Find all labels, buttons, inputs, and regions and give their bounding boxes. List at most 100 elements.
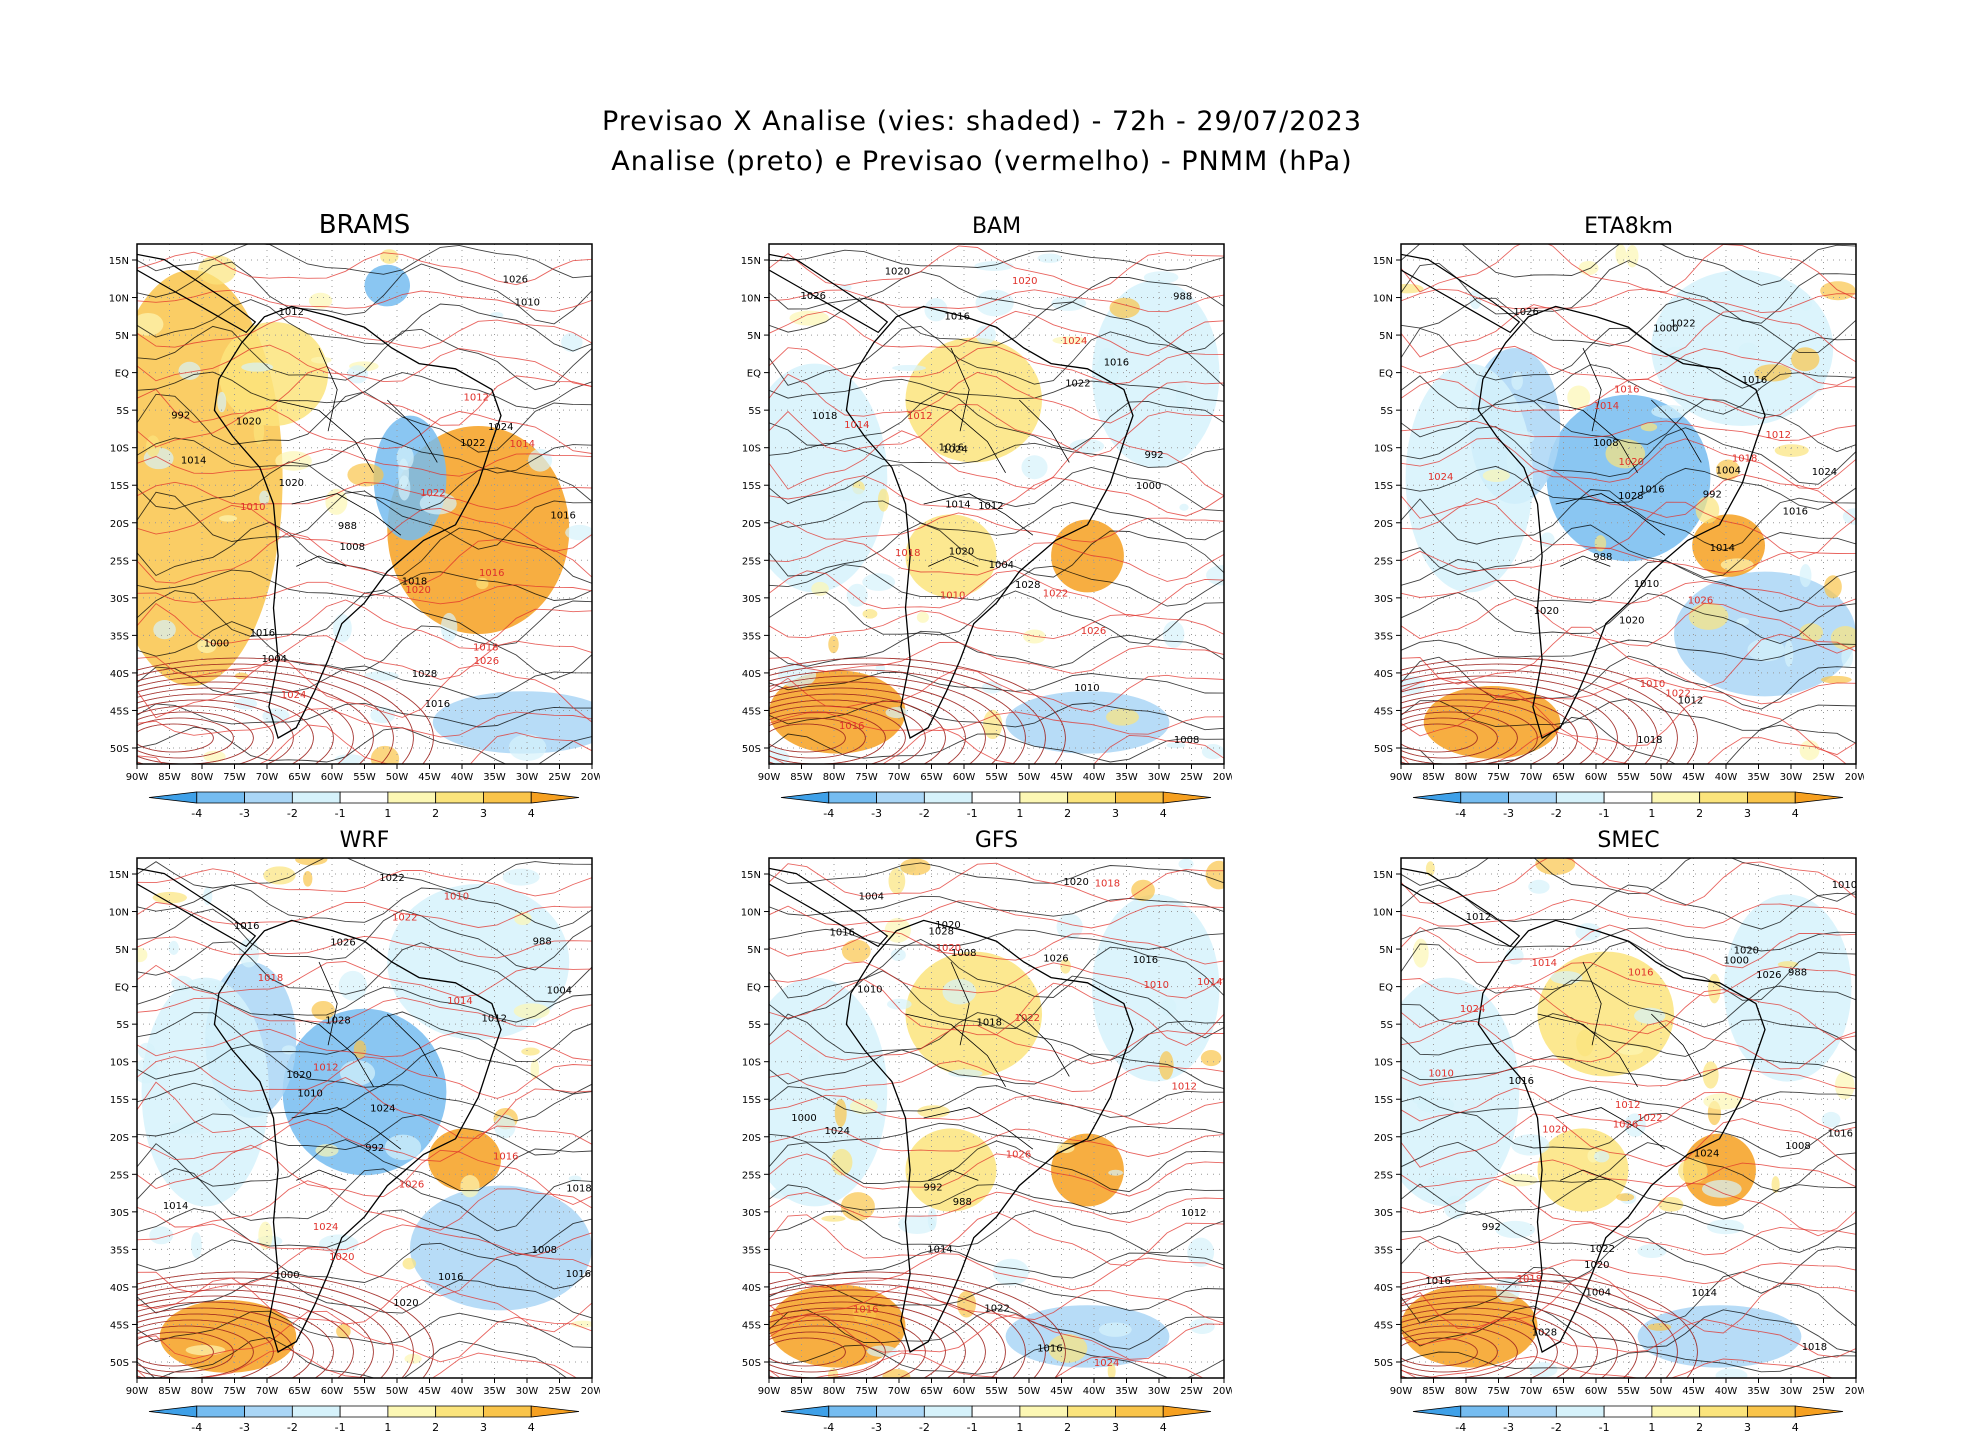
country-border: [1582, 347, 1602, 432]
southern-isobar: [769, 1325, 886, 1378]
colorbar-swatch: [1603, 791, 1653, 804]
bias-patch: [811, 581, 829, 596]
longitude-label: 85W: [1422, 772, 1445, 783]
analysis-isobar: [1401, 1141, 1856, 1193]
analysis-contour-label: 1008: [340, 542, 365, 553]
forecast-contour-label: 1016: [1614, 384, 1639, 395]
bias-patch: [138, 1042, 156, 1060]
forecast-isobar: [137, 315, 592, 349]
longitude-label: 60W: [321, 772, 344, 783]
bias-patch: [1605, 439, 1646, 469]
panel-title: BRAMS: [318, 210, 411, 240]
bias-patch: [137, 312, 164, 336]
forecast-contour-label: 1020: [1619, 457, 1644, 468]
country-border: [387, 1013, 438, 1077]
analysis-contour-label: 1016: [566, 1269, 591, 1280]
forecast-contour-label: 1014: [844, 420, 869, 431]
colorbar-swatch: [971, 1405, 1021, 1418]
bias-patch: [1205, 860, 1224, 890]
continent-outline: [213, 305, 502, 739]
bias-patch: [1166, 742, 1186, 749]
colorbar-tick-label: 3: [1744, 1421, 1751, 1434]
bias-patch: [169, 1121, 205, 1134]
longitude-label: 30W: [1780, 1386, 1803, 1397]
analysis-contour-label: 1020: [286, 1070, 311, 1081]
colorbar-tick-label: -3: [1503, 1421, 1514, 1434]
country-border: [296, 555, 347, 567]
longitude-label: 45W: [1682, 1386, 1705, 1397]
analysis-contour-label: 992: [365, 1143, 384, 1154]
longitude-label: 20W: [1213, 1386, 1232, 1397]
country-border: [1537, 399, 1638, 474]
bias-patch: [1576, 1029, 1594, 1057]
southern-isobar: [769, 1277, 1046, 1378]
latitude-label: 15N: [741, 870, 761, 881]
analysis-contour-label: 1010: [1832, 880, 1857, 891]
longitude-label: 85W: [1422, 1386, 1445, 1397]
panel-smec: SMEC 1016 1012 1016 1020 1024 1028 1016 1020 1008…: [1264, 828, 1864, 1448]
longitude-label: 40W: [1083, 772, 1106, 783]
bias-patch: [347, 463, 384, 487]
forecast-isobar: [137, 961, 592, 998]
forecast-contour-label: 1010: [1428, 1069, 1453, 1080]
colorbar-swatch: [291, 1405, 341, 1418]
forecast-isobar: [1401, 1316, 1856, 1358]
forecast-isobar: [137, 868, 592, 897]
colorbar-swatch: [828, 791, 877, 804]
analysis-contour-label: 1024: [825, 1126, 850, 1137]
bias-patch: [384, 1134, 422, 1161]
analysis-isobar: [137, 244, 592, 279]
forecast-isobar: [769, 289, 1224, 313]
latitude-label: 10N: [109, 908, 129, 919]
southern-isobar: [769, 675, 1006, 764]
analysis-contour-label: 988: [953, 1197, 972, 1208]
latitude-label: 45S: [742, 706, 761, 717]
analysis-isobar: [1401, 426, 1856, 485]
country-border: [1560, 1169, 1611, 1181]
longitude-label: 55W: [985, 772, 1008, 783]
longitude-label: 45W: [418, 772, 441, 783]
colorbar-tick-label: -1: [1599, 807, 1610, 820]
longitude-label: 50W: [1018, 1386, 1041, 1397]
forecast-contour-label: 1014: [447, 996, 472, 1007]
colorbar-swatch: [339, 791, 389, 804]
latitude-label: 5N: [1379, 331, 1393, 342]
bias-patch: [1056, 1142, 1075, 1154]
analysis-isobar: [137, 1310, 592, 1348]
latitude-label: 50S: [1374, 744, 1393, 755]
forecast-isobar: [137, 707, 592, 738]
longitude-label: 45W: [418, 1386, 441, 1397]
forecast-isobar: [769, 245, 1224, 291]
analysis-contour-label: 1018: [977, 1018, 1002, 1029]
bias-patch: [1052, 336, 1087, 345]
analysis-isobar: [1401, 1111, 1856, 1158]
bias-patch: [846, 583, 868, 607]
analysis-contour-label: 1026: [1043, 954, 1068, 965]
forecast-isobar: [769, 1127, 1224, 1157]
country-border: [1582, 961, 1602, 1046]
analysis-isobar: [1401, 364, 1856, 415]
latitude-label: 45S: [110, 706, 129, 717]
southern-isobar: [137, 1331, 234, 1373]
forecast-contour-label: 1022: [1015, 1013, 1040, 1024]
colorbar-swatch: [291, 791, 341, 804]
forecast-contour-label: 1018: [473, 642, 498, 653]
latitude-label: 5S: [116, 406, 129, 417]
analysis-contour-label: 1020: [935, 920, 960, 931]
colorbar-swatch: [483, 791, 532, 804]
longitude-label: 75W: [855, 772, 878, 783]
southern-isobar: [769, 1307, 946, 1378]
bias-patch: [398, 475, 411, 501]
colorbar-tick-label: -4: [1455, 807, 1466, 820]
southern-isobar: [1401, 705, 1538, 764]
analysis-isobar: [769, 391, 1224, 450]
southern-isobar: [769, 681, 986, 764]
bias-patch: [974, 261, 1014, 271]
analysis-isobar: [137, 1168, 592, 1232]
southern-isobar: [1401, 1307, 1578, 1378]
analysis-contour-label: 1000: [1653, 324, 1678, 335]
analysis-contour-label: 1018: [1637, 735, 1662, 746]
analysis-contour-label: 1020: [1063, 877, 1088, 888]
bias-region: [769, 977, 888, 1207]
forecast-isobar: [137, 997, 592, 1028]
